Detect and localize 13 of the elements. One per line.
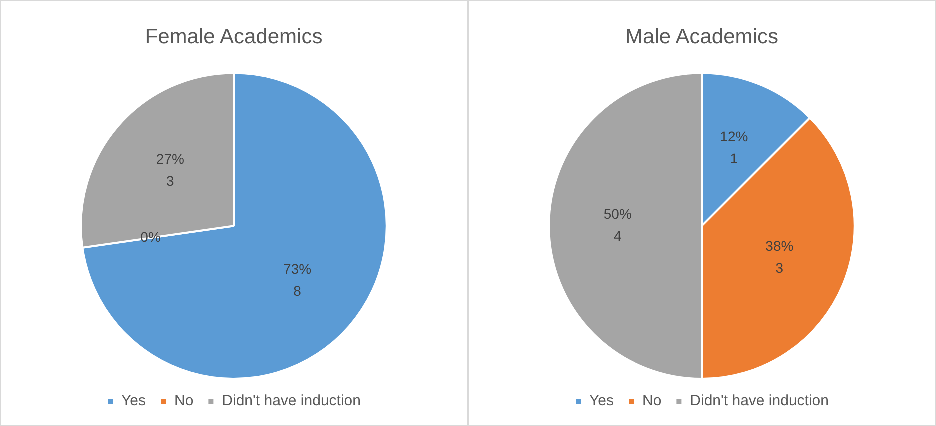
- data-label: 27% 3: [156, 150, 184, 189]
- legend-label: Didn't have induction: [222, 392, 361, 410]
- data-label: 38% 3: [766, 238, 794, 276]
- chart-title: Male Academics: [626, 25, 778, 48]
- data-label: 12% 1: [720, 128, 748, 166]
- legend-label: Didn't have induction: [690, 392, 829, 410]
- legend-label: No: [174, 392, 194, 410]
- data-label: 73% 8: [284, 261, 312, 300]
- legend-label: Yes: [590, 392, 614, 410]
- data-label: 50% 4: [604, 206, 632, 244]
- legend-label: No: [642, 392, 662, 410]
- legend-label: Yes: [122, 392, 146, 410]
- chart-title: Female Academics: [145, 25, 323, 48]
